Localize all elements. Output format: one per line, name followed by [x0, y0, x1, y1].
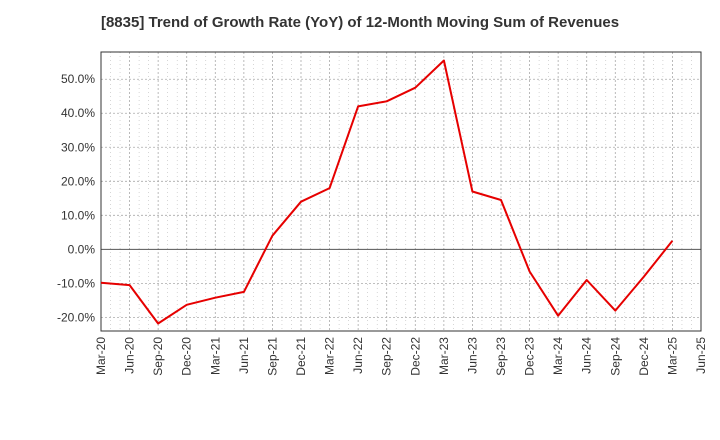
x-tick-label: Jun-25: [694, 337, 708, 374]
plot-frame: [100, 51, 702, 332]
x-tick-labels: Mar-20 Jun-20 Sep-20 Dec-20 Mar-21 Jun-21 Sep-…: [94, 337, 708, 376]
y-tick-label: 40.0%: [61, 106, 95, 120]
x-tick-label: Mar-23: [437, 337, 451, 375]
x-tick-label: Dec-20: [180, 337, 194, 376]
x-tick-label: Sep-22: [380, 337, 394, 376]
x-tick-label: Dec-22: [408, 337, 422, 376]
series-line: [100, 59, 674, 325]
y-tick-labels: -20.0% -10.0% 0.0% 10.0% 20.0% 30.0% 40.0% 50.0…: [57, 72, 95, 324]
x-tick-label: Sep-20: [151, 337, 165, 376]
y-tick-label: 50.0%: [61, 72, 95, 86]
x-tick-label: Dec-21: [294, 337, 308, 376]
y-tick-label: 20.0%: [61, 174, 95, 188]
x-tick-label: Jun-24: [580, 337, 594, 374]
y-tick-label: -10.0%: [57, 276, 95, 290]
chart-title: [8835] Trend of Growth Rate (YoY) of 12-…: [100, 14, 620, 31]
x-tick-label: Dec-24: [637, 337, 651, 376]
x-tick-label: Sep-24: [608, 337, 622, 376]
y-tick-label: 0.0%: [68, 242, 96, 256]
series-layer: [100, 59, 674, 325]
x-tick-label: Jun-22: [351, 337, 365, 374]
x-tick-label: Jun-23: [465, 337, 479, 374]
x-tick-label: Jun-21: [237, 337, 251, 374]
x-tick-label: Dec-23: [523, 337, 537, 376]
x-tick-label: Mar-20: [94, 337, 108, 375]
axes: [100, 51, 702, 332]
x-tick-label: Mar-22: [323, 337, 337, 375]
x-tick-label: Mar-24: [551, 337, 565, 375]
x-tick-label: Mar-21: [208, 337, 222, 375]
x-tick-label: Mar-25: [665, 337, 679, 375]
y-tick-label: 10.0%: [61, 208, 95, 222]
y-tick-label: -20.0%: [57, 310, 95, 324]
x-tick-label: Jun-20: [123, 337, 137, 374]
x-tick-label: Sep-21: [265, 337, 279, 376]
x-tick-label: Sep-23: [494, 337, 508, 376]
plot-area: [101, 52, 701, 331]
y-tick-label: 30.0%: [61, 140, 95, 154]
